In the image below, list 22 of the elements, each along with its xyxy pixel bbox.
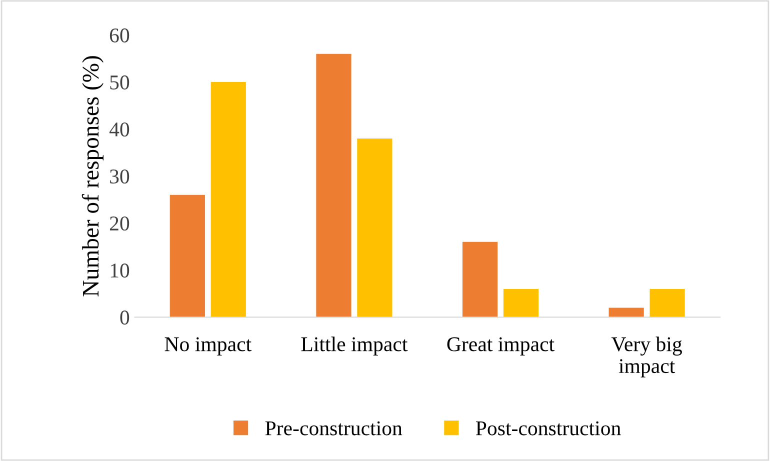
y-tick-label: 50 [110,75,130,90]
bar [316,54,352,318]
y-tick-label: 10 [110,264,130,278]
bar [462,242,498,318]
bar [357,138,392,318]
x-tick-label: Very big impact [611,336,682,378]
bar [210,82,246,318]
y-tick-label: 40 [109,122,130,137]
legend-label: Pre-construction [265,421,402,436]
bar [608,308,644,318]
x-tick-label: Great impact [447,337,554,356]
bar [650,288,685,318]
x-tick-label: Little impact [301,336,408,356]
bar [170,194,205,318]
y-tick-label: 60 [110,28,130,42]
legend-label: Post-construction [476,421,621,436]
y-tick-label: 30 [110,169,130,184]
y-tick-label: 20 [110,216,130,231]
bar [503,288,539,318]
y-tick-label: 0 [120,310,130,325]
y-axis-title: Number of responses (%) [82,56,104,296]
x-tick-label: No impact [164,337,252,356]
